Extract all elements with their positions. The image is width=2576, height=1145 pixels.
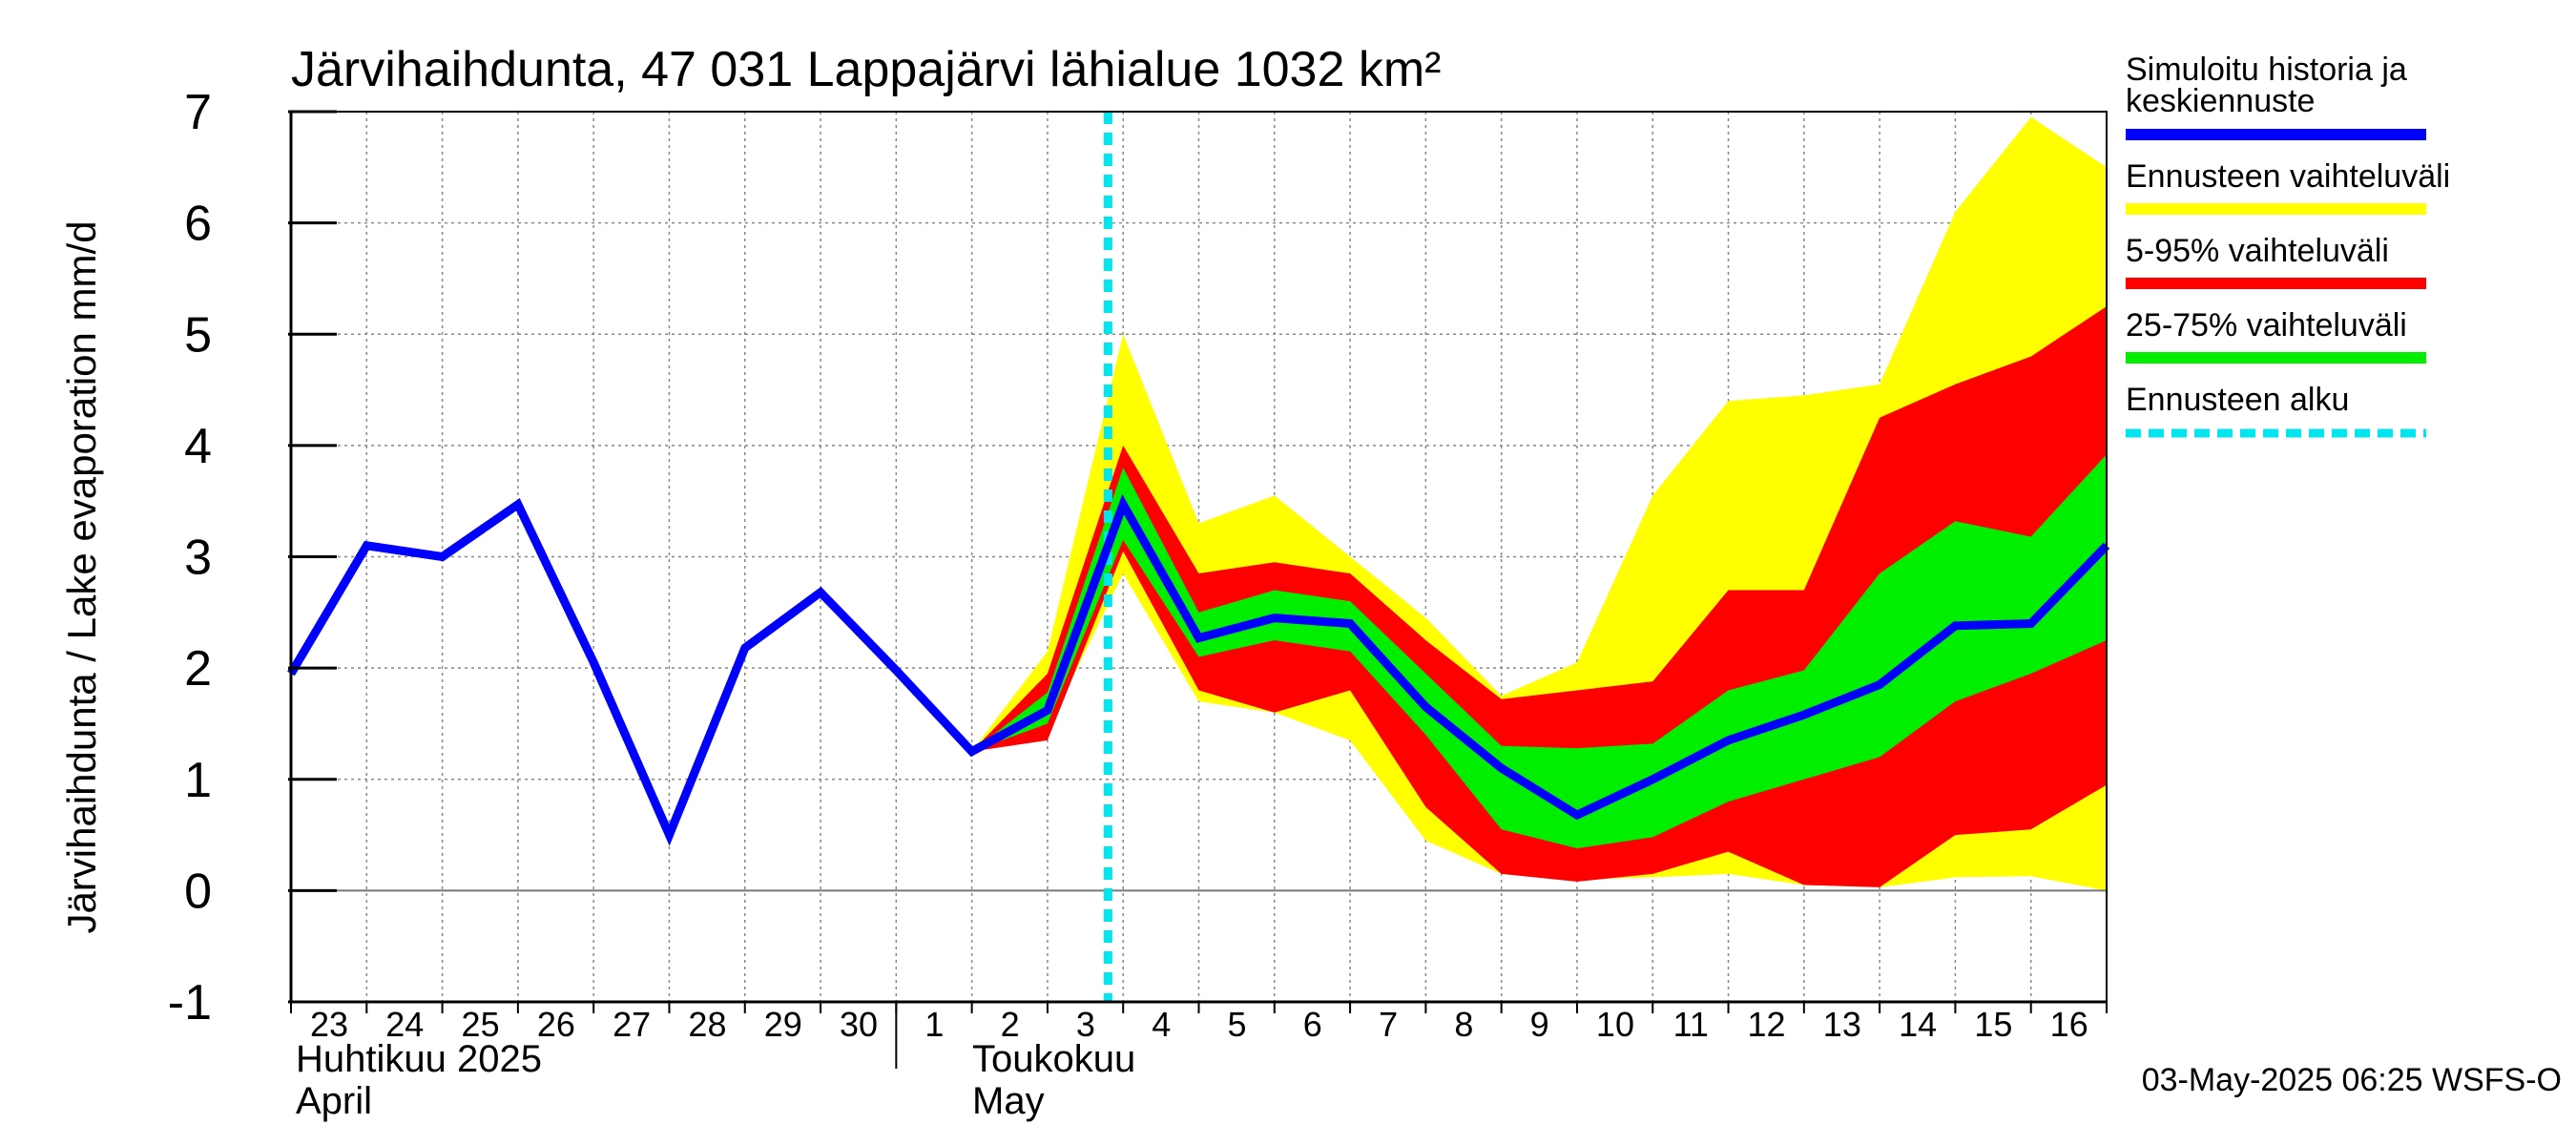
legend-label: Ennusteen vaihteluväli bbox=[2126, 158, 2450, 195]
x-tick-label: 1 bbox=[924, 1005, 944, 1044]
series-line-median bbox=[287, 494, 2110, 846]
y-tick-label: 6 bbox=[184, 197, 212, 252]
series-lines bbox=[287, 112, 2110, 1002]
x-tick-label: 13 bbox=[1823, 1005, 1861, 1044]
month-label-en: May bbox=[972, 1080, 1045, 1122]
y-tick-label: 2 bbox=[184, 641, 212, 697]
legend-label: Simuloitu historia ja bbox=[2126, 52, 2407, 88]
y-tick-label: 4 bbox=[184, 419, 212, 474]
legend-label: keskiennuste bbox=[2126, 83, 2315, 119]
month-label-fi: Huhtikuu 2025 bbox=[296, 1038, 542, 1080]
y-tick-label: 1 bbox=[184, 753, 212, 808]
x-tick-label: 14 bbox=[1899, 1005, 1937, 1044]
x-tick-label: 2 bbox=[1001, 1005, 1020, 1044]
y-tick-label: 0 bbox=[184, 864, 212, 919]
x-tick-label: 5 bbox=[1227, 1005, 1246, 1044]
month-label-en: April bbox=[296, 1080, 372, 1122]
y-tick-label: 3 bbox=[184, 531, 212, 586]
x-tick-label: 23 bbox=[310, 1005, 348, 1044]
footer-timestamp: 03-May-2025 06:25 WSFS-O bbox=[2142, 1062, 2562, 1098]
y-tick-label: -1 bbox=[168, 975, 212, 1030]
x-tick-label: 29 bbox=[764, 1005, 802, 1044]
x-axis-ticks: 23 24 25 26 27 28 29 30 1 2 3 4 5 6 7 8 9 10 11 12 13 14 15 16 bbox=[290, 1002, 2108, 1044]
x-tick-label: 24 bbox=[385, 1005, 424, 1044]
y-axis-label: Järvihaihdunta / Lake evaporation mm/d bbox=[59, 220, 104, 933]
x-tick-label: 27 bbox=[613, 1005, 651, 1044]
month-label-fi: Toukokuu bbox=[972, 1038, 1135, 1080]
x-tick-label: 8 bbox=[1454, 1005, 1473, 1044]
legend-label: 5-95% vaihteluväli bbox=[2126, 233, 2389, 269]
x-tick-label: 3 bbox=[1076, 1005, 1095, 1044]
x-tick-label: 7 bbox=[1379, 1005, 1398, 1044]
x-tick-label: 30 bbox=[840, 1005, 878, 1044]
x-tick-label: 28 bbox=[688, 1005, 726, 1044]
x-tick-label: 9 bbox=[1530, 1005, 1549, 1044]
y-axis-ticks: -1 0 1 2 3 4 5 6 7 bbox=[168, 85, 337, 1030]
legend-label: 25-75% vaihteluväli bbox=[2126, 307, 2407, 344]
x-tick-label: 16 bbox=[2050, 1005, 2088, 1044]
x-tick-label: 11 bbox=[1673, 1005, 1709, 1044]
forecast-bands bbox=[971, 116, 2107, 891]
legend-label: Ennusteen alku bbox=[2126, 382, 2349, 418]
y-tick-label: 7 bbox=[184, 85, 212, 140]
x-tick-label: 25 bbox=[462, 1005, 500, 1044]
x-tick-label: 15 bbox=[1974, 1005, 2012, 1044]
chart-title: Järvihaihdunta, 47 031 Lappajärvi lähial… bbox=[291, 42, 1441, 97]
x-tick-label: 4 bbox=[1152, 1005, 1171, 1044]
band-25-75-vaihteluv-li bbox=[971, 454, 2107, 849]
x-tick-label: 26 bbox=[537, 1005, 575, 1044]
x-tick-label: 12 bbox=[1748, 1005, 1786, 1044]
x-tick-label: 10 bbox=[1596, 1005, 1634, 1044]
y-tick-label: 5 bbox=[184, 307, 212, 363]
x-tick-label: 6 bbox=[1303, 1005, 1322, 1044]
